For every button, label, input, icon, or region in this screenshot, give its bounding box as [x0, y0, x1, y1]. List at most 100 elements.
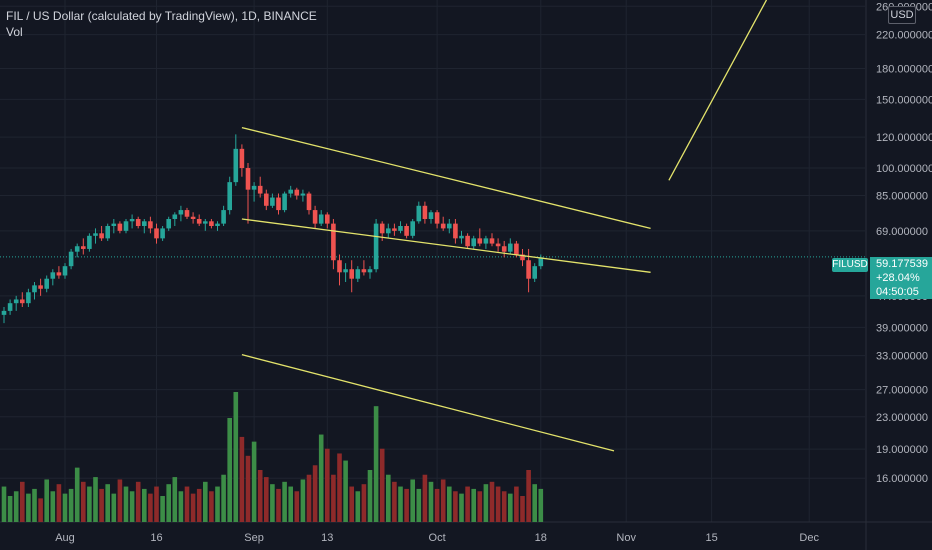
candle-body-74: [453, 223, 458, 239]
volume-bar-19: [117, 479, 123, 522]
volume-bar-44: [270, 484, 275, 522]
candle-body-40: [245, 168, 251, 190]
volume-bar-42: [257, 470, 263, 522]
candle-body-46: [282, 193, 287, 211]
volume-bar-54: [331, 474, 336, 522]
y-tick-label-14: 16.000000: [876, 473, 928, 485]
volume-bar-83: [508, 493, 513, 522]
y-tick-label-3: 150.000000: [876, 94, 932, 106]
candle-body-8: [50, 272, 56, 279]
trendline-1: [241, 218, 651, 273]
volume-bar-35: [215, 486, 220, 522]
volume-bar-70: [428, 481, 434, 522]
volume-bar-66: [404, 488, 409, 522]
volume-bar-60: [367, 470, 373, 522]
volume-bar-50: [306, 474, 312, 522]
candle-body-80: [489, 238, 495, 244]
volume-bar-56: [343, 460, 348, 522]
volume-bar-17: [105, 484, 110, 522]
candle-body-54: [331, 223, 336, 261]
chart-title: FIL / US Dollar (calculated by TradingVi…: [6, 9, 317, 23]
volume-legend: Vol: [6, 25, 23, 39]
volume-bar-78: [477, 491, 483, 522]
x-tick-label-0: Aug: [55, 532, 75, 544]
volume-bar-40: [245, 455, 251, 522]
candle-body-64: [392, 228, 397, 231]
volume-bar-59: [361, 484, 367, 522]
volume-bar-21: [129, 491, 135, 522]
candle-body-3: [20, 299, 25, 304]
candle-body-72: [440, 223, 446, 229]
candle-body-81: [495, 243, 501, 247]
candle-body-21: [129, 218, 135, 222]
candle-body-27: [166, 218, 171, 229]
volume-bar-14: [87, 486, 92, 522]
volume-bar-28: [172, 477, 178, 522]
candle-body-51: [312, 210, 318, 224]
candle-body-1: [7, 303, 13, 311]
candle-body-79: [483, 238, 489, 244]
volume-bar-12: [74, 467, 80, 522]
x-tick-label-3: 13: [321, 532, 333, 544]
last-price-value: 59.177539: [876, 258, 928, 270]
candle-body-69: [422, 205, 428, 219]
chart-legend: FIL / US Dollar (calculated by TradingVi…: [6, 9, 317, 24]
volume-bar-13: [81, 481, 86, 522]
candle-body-47: [288, 189, 293, 194]
candle-body-6: [38, 285, 43, 289]
volume-bar-63: [386, 474, 391, 522]
volume-bar-30: [184, 486, 190, 522]
volume-bar-51: [312, 465, 318, 522]
volume-bar-62: [379, 448, 385, 522]
candle-body-31: [190, 216, 196, 219]
y-tick-label-7: 69.000000: [876, 226, 928, 238]
candle-body-78: [477, 238, 483, 244]
candle-body-67: [410, 221, 415, 236]
volume-bar-75: [459, 493, 464, 522]
bar-countdown: 04:50:05: [876, 286, 919, 298]
candle-body-15: [93, 233, 98, 236]
volume-bar-22: [135, 481, 141, 522]
volume-bar-68: [416, 488, 422, 522]
candle-body-33: [203, 221, 208, 224]
volume-bar-2: [13, 491, 19, 522]
volume-bar-20: [123, 486, 129, 522]
y-tick-label-13: 19.000000: [876, 444, 928, 456]
candle-body-58: [355, 269, 361, 279]
volume-bar-25: [154, 486, 159, 522]
volume-bar-8: [50, 491, 56, 522]
currency-selector[interactable]: USD: [888, 6, 916, 24]
candle-body-28: [172, 214, 178, 219]
candle-body-7: [44, 278, 49, 289]
candle-body-2: [13, 299, 19, 304]
candle-body-37: [227, 182, 232, 211]
candle-body-84: [514, 243, 519, 255]
volume-bar-80: [489, 481, 495, 522]
y-tick-label-1: 220.000000: [876, 30, 932, 42]
volume-bar-87: [532, 484, 537, 522]
volume-bar-53: [325, 448, 330, 522]
candle-body-10: [62, 266, 68, 276]
x-tick-label-6: Nov: [616, 532, 636, 544]
candle-body-42: [257, 185, 263, 194]
candle-body-36: [221, 210, 226, 224]
candle-body-18: [111, 223, 117, 226]
volume-bar-47: [288, 486, 293, 522]
volume-bar-52: [318, 434, 324, 522]
candle-body-20: [123, 221, 129, 231]
symbol-tag: FILUSD: [832, 258, 868, 272]
candle-body-24: [148, 221, 153, 229]
candle-body-55: [337, 260, 342, 273]
candle-body-41: [251, 185, 257, 190]
volume-bar-86: [526, 470, 531, 522]
candle-body-0: [1, 310, 7, 315]
candle-body-60: [367, 269, 373, 273]
candle-body-48: [294, 189, 300, 196]
y-tick-label-6: 85.000000: [876, 191, 928, 203]
trendline-0: [241, 126, 651, 230]
candle-body-14: [87, 235, 92, 249]
volume-bar-73: [447, 486, 452, 522]
volume-bar-65: [398, 486, 403, 522]
